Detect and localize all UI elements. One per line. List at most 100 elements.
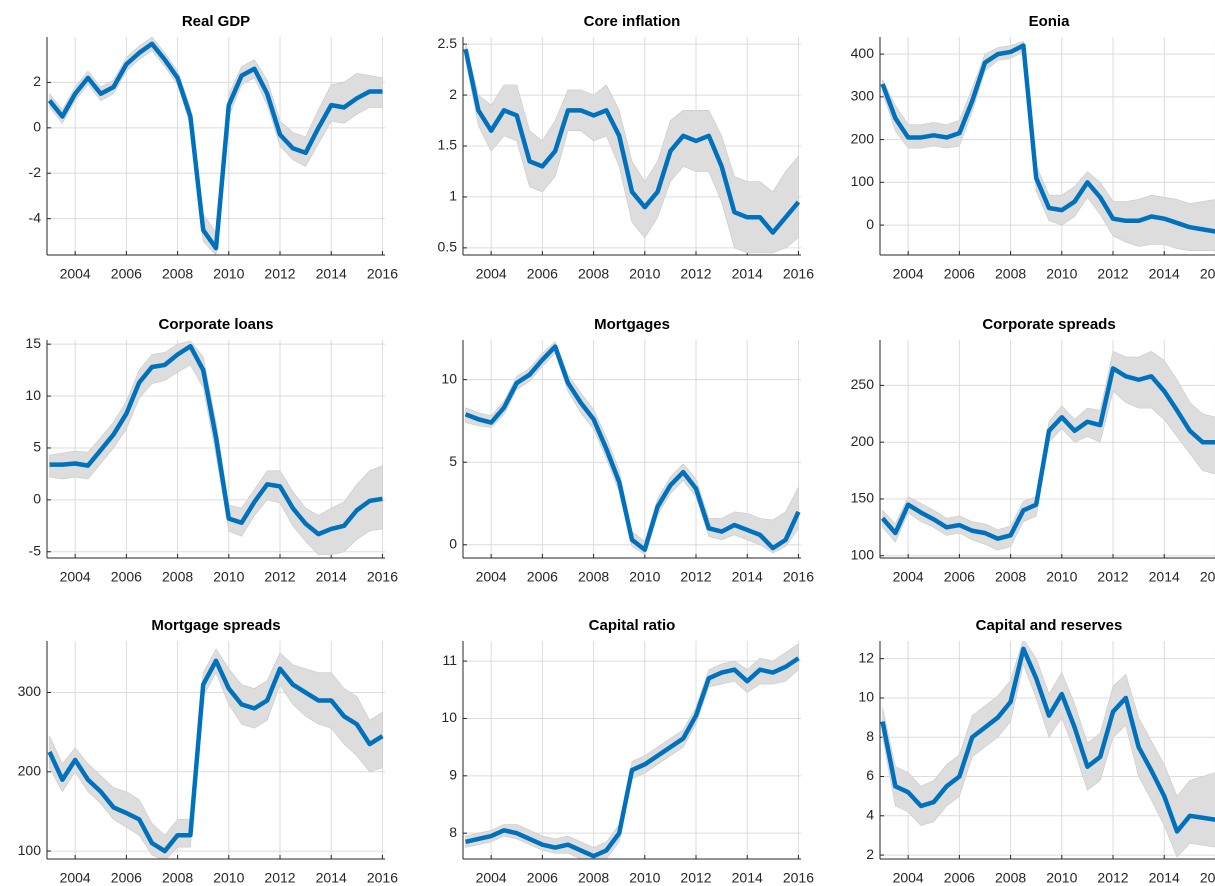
- confidence-band: [465, 341, 799, 556]
- y-tick-label: 0: [33, 491, 41, 507]
- x-tick-label: 2004: [60, 569, 91, 585]
- data-line: [47, 658, 384, 854]
- x-tick-label: 2004: [60, 870, 91, 886]
- y-tick-label: 12: [858, 649, 874, 665]
- y-tick-label: 0: [866, 216, 874, 232]
- x-tick-label: 2014: [316, 266, 347, 282]
- y-tick-label: 300: [18, 683, 42, 699]
- data-line: [880, 43, 1215, 234]
- x-tick-label: 2004: [60, 266, 91, 282]
- x-tick-label: 2012: [680, 870, 711, 886]
- x-tick-label: 2006: [111, 569, 142, 585]
- x-tick-label: 2010: [1046, 266, 1077, 282]
- y-tick-label: 6: [866, 767, 874, 783]
- y-tick-label: 0.5: [438, 239, 458, 255]
- x-tick-label: 2010: [629, 569, 660, 585]
- x-tick-label: 2010: [629, 266, 660, 282]
- y-tick-label: -5: [29, 542, 42, 558]
- confidence-band: [465, 643, 799, 859]
- x-tick-label: 2016: [783, 266, 814, 282]
- x-tick-label: 2012: [1097, 870, 1128, 886]
- y-tick-label: 10: [441, 709, 457, 725]
- x-tick-label: 2012: [1097, 569, 1128, 585]
- x-tick-label: 2016: [1200, 569, 1215, 585]
- y-tick-label: 100: [851, 546, 875, 562]
- data-line: [465, 656, 800, 859]
- panel: Mortgages 0 5 10 2004 2006 2008 2010 2012 2014 201…: [441, 316, 814, 585]
- x-tick-label: 2008: [995, 569, 1026, 585]
- y-tick-label: -2: [29, 164, 42, 180]
- x-tick-label: 2016: [783, 569, 814, 585]
- panel-title: Mortgage spreads: [151, 617, 280, 634]
- y-tick-label: 100: [18, 842, 42, 858]
- panel-title: Capital ratio: [589, 617, 676, 634]
- confidence-band: [49, 648, 383, 859]
- x-tick-label: 2006: [527, 266, 558, 282]
- x-tick-label: 2012: [1097, 266, 1128, 282]
- x-tick-label: 2012: [264, 870, 295, 886]
- y-tick-label: 0: [449, 535, 457, 551]
- x-tick-label: 2008: [578, 266, 609, 282]
- x-tick-label: 2014: [316, 569, 347, 585]
- y-tick-label: 8: [866, 728, 874, 744]
- y-tick-label: 5: [449, 453, 457, 469]
- y-tick-label: 400: [851, 45, 875, 61]
- y-tick-label: 1: [449, 188, 457, 204]
- panel-title: Corporate loans: [158, 316, 273, 333]
- y-tick-label: 2: [866, 846, 874, 862]
- y-tick-label: 100: [851, 173, 875, 189]
- y-tick-label: 2: [33, 73, 41, 89]
- x-tick-label: 2008: [578, 569, 609, 585]
- x-tick-label: 2016: [367, 569, 398, 585]
- confidence-band: [882, 350, 1215, 551]
- x-tick-label: 2008: [995, 266, 1026, 282]
- y-tick-label: -4: [29, 209, 42, 225]
- y-tick-label: 150: [851, 490, 875, 506]
- y-tick-label: 10: [858, 689, 874, 705]
- y-tick-label: 8: [449, 824, 457, 840]
- x-tick-label: 2014: [316, 870, 347, 886]
- x-tick-label: 2012: [680, 266, 711, 282]
- y-tick-label: 200: [851, 130, 875, 146]
- panel-title: Capital and reserves: [976, 617, 1123, 634]
- panel-title: Mortgages: [594, 316, 670, 333]
- y-tick-label: 10: [25, 387, 41, 403]
- x-tick-label: 2004: [893, 870, 924, 886]
- x-tick-label: 2004: [476, 569, 507, 585]
- x-tick-label: 2016: [367, 266, 398, 282]
- panel: Mortgage spreads 100 200 300 2004 2006 2008 201…: [18, 617, 399, 886]
- data-line: [880, 646, 1215, 834]
- x-tick-label: 2010: [1046, 870, 1077, 886]
- x-tick-label: 2008: [578, 870, 609, 886]
- x-tick-label: 2010: [629, 870, 660, 886]
- x-tick-label: 2004: [476, 870, 507, 886]
- x-tick-label: 2006: [944, 870, 975, 886]
- x-tick-label: 2014: [1149, 569, 1180, 585]
- data-line: [880, 366, 1215, 541]
- y-tick-label: 2.5: [438, 35, 458, 51]
- panel-title: Core inflation: [584, 13, 681, 30]
- x-tick-label: 2016: [367, 870, 398, 886]
- panel: Core inflation 0.5 1 1.5 2 2.5 2004 2006 2008 201…: [438, 13, 815, 282]
- panel: Corporate spreads 100 150 200 250 2004 2006 200…: [851, 316, 1215, 585]
- panel: Capital ratio 8 9 10 11 2004 2006 2008 2010 2012 2…: [441, 617, 814, 886]
- y-tick-label: 200: [18, 763, 42, 779]
- confidence-band: [465, 44, 799, 254]
- x-tick-label: 2010: [213, 870, 244, 886]
- x-tick-label: 2010: [1046, 569, 1077, 585]
- x-tick-label: 2014: [732, 266, 763, 282]
- data-line: [463, 48, 801, 235]
- x-tick-label: 2016: [1200, 266, 1215, 282]
- data-line: [49, 343, 383, 537]
- x-tick-label: 2010: [213, 569, 244, 585]
- data-line: [47, 41, 383, 251]
- panel-title: Eonia: [1029, 13, 1070, 30]
- x-tick-label: 2006: [111, 870, 142, 886]
- x-tick-label: 2014: [732, 870, 763, 886]
- y-tick-label: 300: [851, 88, 875, 104]
- x-tick-label: 2006: [111, 266, 142, 282]
- x-tick-label: 2014: [732, 569, 763, 585]
- y-tick-label: 250: [851, 376, 875, 392]
- y-tick-label: 5: [33, 439, 41, 455]
- x-tick-label: 2004: [893, 266, 924, 282]
